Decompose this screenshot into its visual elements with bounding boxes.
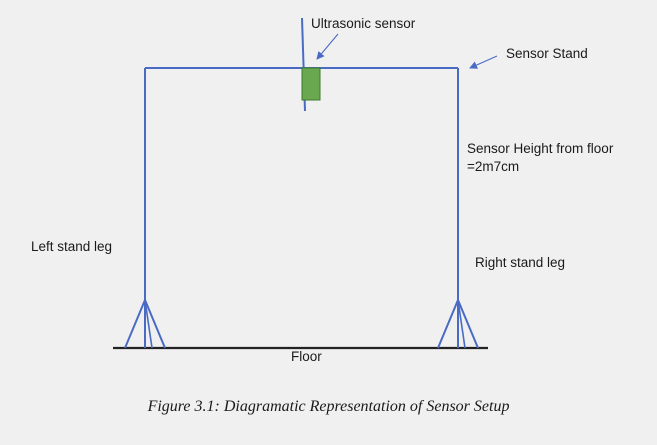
sensor-height-label-line1: Sensor Height from floor <box>467 141 614 156</box>
sensor-stand-arrow <box>469 55 498 69</box>
left-stand-leg-label: Left stand leg <box>31 239 113 254</box>
ultrasonic-sensor <box>301 67 321 101</box>
ultrasonic-sensor-arrow <box>316 33 339 60</box>
sensor-height-label-line2: =2m7cm <box>467 159 520 175</box>
left-tripod-base <box>124 299 166 349</box>
sensor-stand-label: Sensor Stand <box>506 46 588 61</box>
sensor-height-label: Sensor Height from floor =2m7cm <box>467 140 613 176</box>
floor-label: Floor <box>291 349 322 364</box>
figure-caption: Figure 3.1: Diagramatic Representation o… <box>147 398 510 415</box>
right-stand-leg-label: Right stand leg <box>475 255 566 270</box>
ultrasonic-sensor-label: Ultrasonic sensor <box>311 16 416 31</box>
right-tripod-base <box>437 299 479 349</box>
